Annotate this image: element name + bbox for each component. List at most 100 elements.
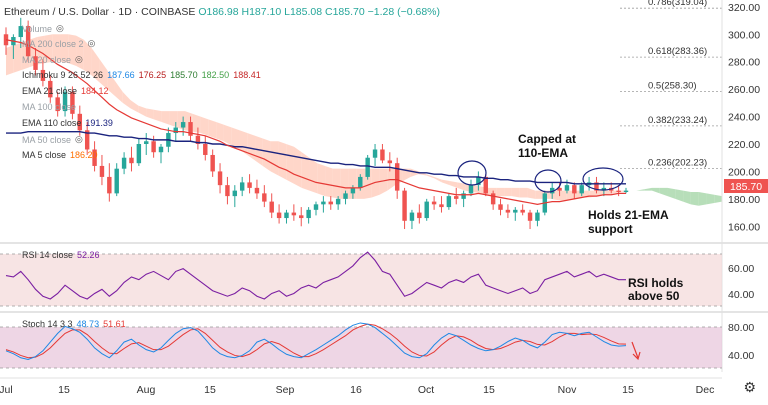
stoch-tick-80: 80.00	[728, 322, 754, 334]
ichimoku-value-4: 182.50	[201, 70, 230, 80]
time-tick: Jul	[0, 384, 13, 396]
candle-body	[158, 146, 164, 153]
eye-icon[interactable]: ◎	[75, 54, 83, 64]
cloud-segment	[216, 122, 224, 142]
legend-ema21-value: 184.12	[81, 86, 109, 96]
candle-body	[594, 182, 599, 191]
rsi-band	[0, 254, 722, 306]
time-tick: 15	[483, 384, 495, 396]
candle-body	[535, 212, 540, 221]
price-tick: 280.00	[728, 57, 760, 69]
cloud-segment	[200, 116, 209, 136]
candle-body	[439, 204, 444, 208]
cloud-segment	[99, 58, 108, 90]
candle-body	[70, 91, 75, 114]
cloud-segment	[231, 127, 240, 150]
gear-icon[interactable]: ⚙	[743, 379, 756, 395]
candle-body	[151, 141, 156, 153]
candle-body	[99, 165, 105, 177]
legend-ema110-label: EMA 110 close	[22, 118, 82, 128]
fib-label: 0.786(319.04)	[648, 0, 707, 8]
cloud-segment	[301, 152, 310, 191]
cloud-segment	[161, 111, 170, 125]
cloud-segment	[286, 144, 294, 184]
cloud-segment	[83, 39, 92, 76]
legend-ma200[interactable]: MA 200 close 2 ◎	[22, 38, 95, 49]
candle-body	[225, 185, 230, 197]
time-axis[interactable]: Jul 15 Aug 15 Sep 16 Oct 15 Nov 15 Dec	[0, 384, 714, 396]
cloud-segment	[107, 69, 115, 96]
annotation-rsi-2: above 50	[628, 289, 680, 303]
cloud-segment	[379, 168, 388, 195]
legend-volume[interactable]: Volume ◎	[22, 23, 64, 34]
rsi-tick-40: 40.00	[728, 289, 754, 301]
cloud-segment	[348, 168, 357, 199]
cloud-segment	[153, 109, 162, 123]
candle-body	[18, 26, 23, 38]
candle-body	[579, 185, 584, 194]
legend-ma100[interactable]: MA 100 close	[22, 102, 76, 112]
eye-icon[interactable]: ◎	[87, 38, 96, 48]
cloud-segment	[146, 108, 154, 120]
eye-icon[interactable]: ◎	[75, 134, 83, 144]
time-tick: Aug	[137, 384, 156, 396]
cloud-segment	[519, 187, 528, 198]
cloud-segment	[208, 119, 217, 139]
stoch-band	[0, 327, 722, 368]
candle-body	[291, 212, 297, 216]
candle-body	[505, 209, 511, 213]
price-axis[interactable]: 320.00 300.00 280.00 260.00 240.00 220.00 200.…	[728, 2, 760, 233]
ema110-line	[6, 130, 626, 185]
candle-body	[564, 185, 570, 191]
candle-body	[254, 187, 260, 194]
legend-rsi-label: RSI 14 close	[22, 250, 74, 260]
cloud-segment	[535, 190, 543, 199]
candle-body	[180, 122, 186, 128]
legend-ichimoku[interactable]: Ichimoku 9 26 52 26 187.66 176.25 185.70…	[22, 70, 261, 80]
cloud-segment	[698, 192, 707, 206]
candle-body	[40, 69, 46, 81]
candle-body	[343, 193, 348, 199]
time-tick: Nov	[558, 384, 577, 396]
cloud-segment	[472, 185, 481, 194]
legend-ema21-label: EMA 21 close	[22, 86, 78, 96]
price-tick: 300.00	[728, 29, 760, 41]
cloud-segment	[441, 179, 450, 186]
time-tick: 15	[622, 384, 634, 396]
legend-rsi[interactable]: RSI 14 close 52.26	[22, 250, 100, 260]
symbol-title[interactable]: Ethereum / U.S. Dollar · 1D · COINBASE	[4, 6, 196, 18]
ohlc-readout: O186.98 H187.10 L185.08 C185.70 −1.28 (−…	[198, 6, 440, 18]
legend-ma20[interactable]: MA 20 close ◎	[22, 54, 83, 65]
cloud-segment	[410, 168, 419, 177]
cloud-segment	[636, 189, 645, 191]
ichimoku-value-3: 185.70	[170, 70, 198, 80]
price-tick: 220.00	[728, 139, 760, 151]
cloud-segment	[527, 187, 536, 199]
candle-body	[276, 212, 282, 219]
time-tick: Oct	[418, 384, 434, 396]
candle-body	[77, 113, 83, 131]
cloud-segment	[449, 181, 458, 188]
annotation-ellipse-2	[534, 169, 562, 193]
legend-ma5[interactable]: MA 5 close 186.20	[22, 150, 98, 160]
cloud-segment	[371, 168, 380, 198]
cloud-segment	[651, 187, 660, 194]
candle-body	[409, 212, 415, 221]
time-tick: 15	[58, 384, 70, 396]
time-tick: 15	[204, 384, 216, 396]
legend-ema110[interactable]: EMA 110 close 191.39	[22, 118, 113, 128]
legend-ema21[interactable]: EMA 21 close 184.12	[22, 86, 109, 96]
price-tick: 200.00	[728, 166, 760, 178]
legend-ma50[interactable]: MA 50 close ◎	[22, 134, 83, 145]
eye-icon[interactable]: ◎	[56, 23, 64, 33]
candle-body	[299, 215, 304, 219]
cloud-segment	[457, 182, 466, 191]
candle-body	[461, 193, 466, 199]
time-tick: 16	[350, 384, 362, 396]
candle-body	[173, 127, 178, 134]
candle-body	[328, 201, 333, 205]
legend-stoch[interactable]: Stoch 14 3 3 48.73 51.61	[22, 319, 126, 329]
legend-ema110-value: 191.39	[85, 118, 113, 128]
candle-body	[365, 157, 370, 177]
candle-body	[402, 190, 407, 221]
